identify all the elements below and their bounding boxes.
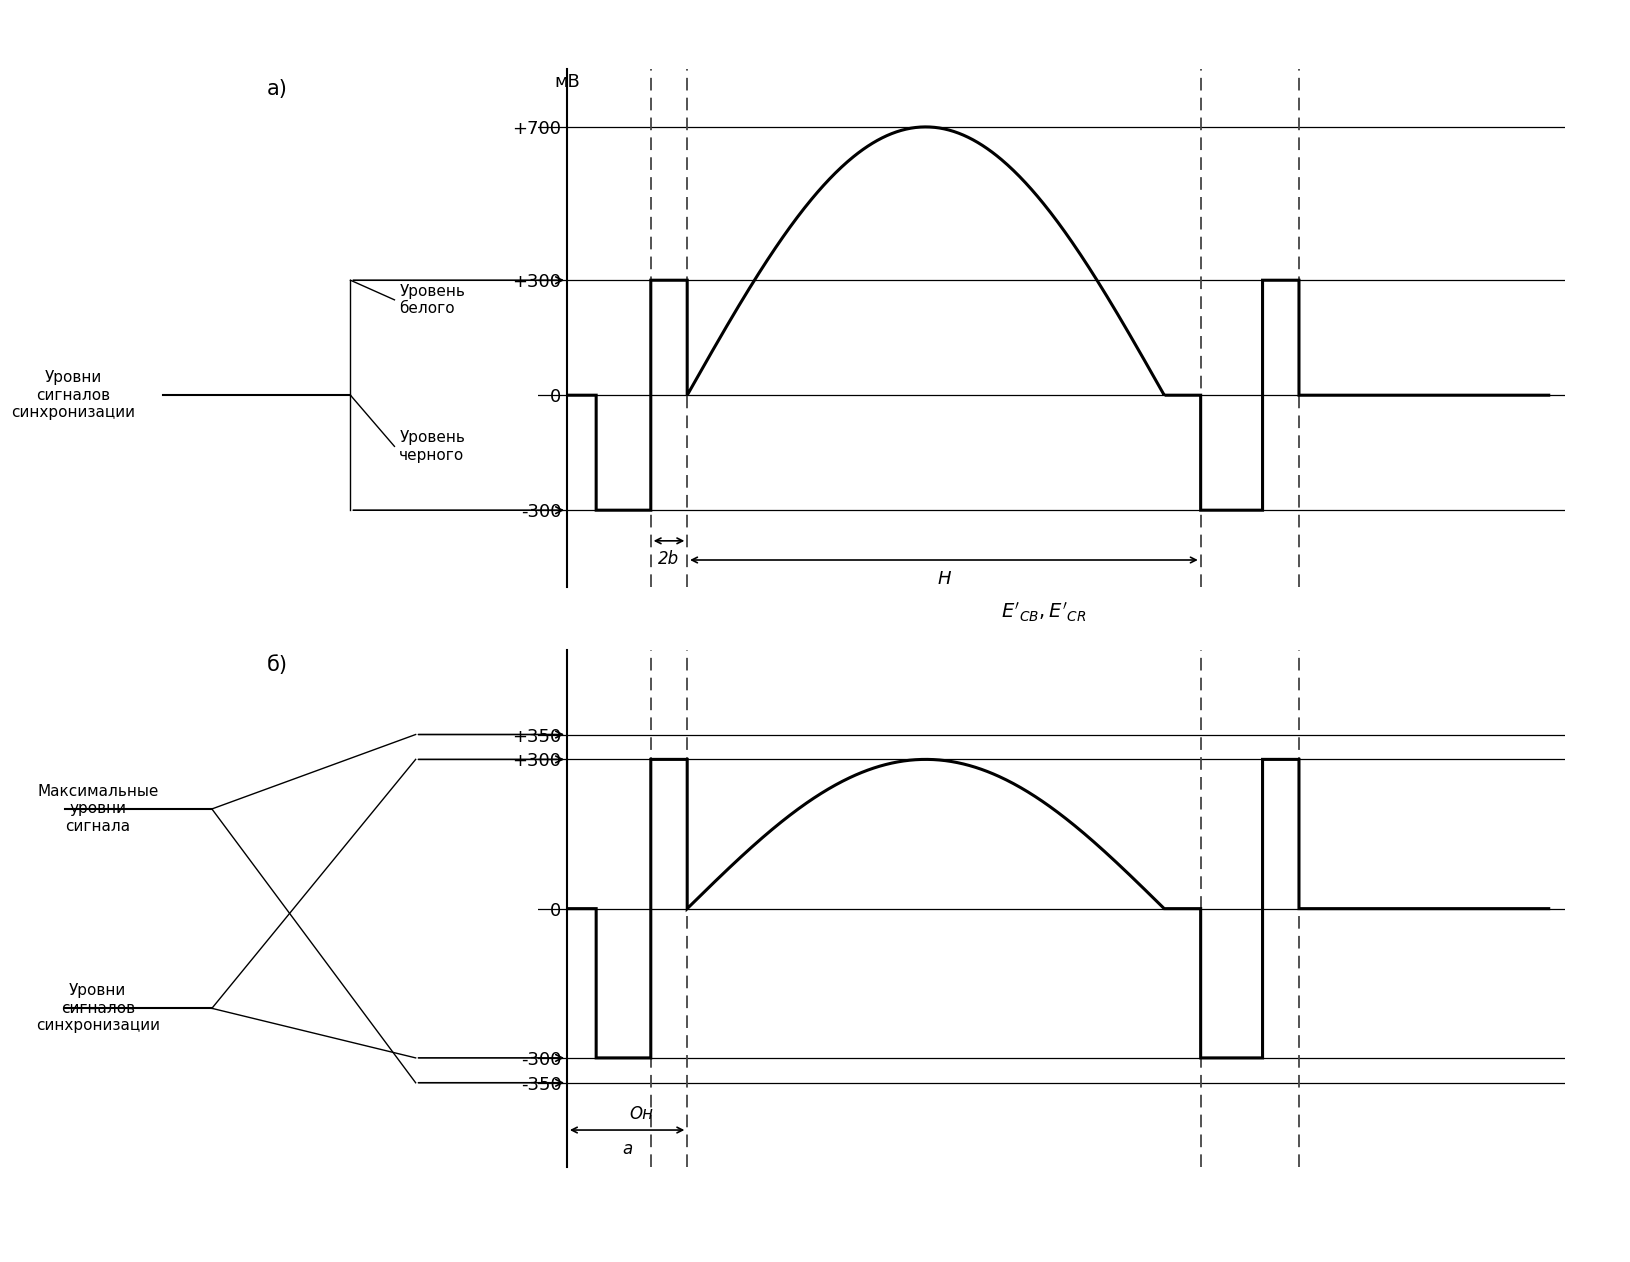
Text: Максимальные
уровни
сигнала: Максимальные уровни сигнала — [37, 784, 158, 834]
Text: а): а) — [267, 78, 287, 98]
Text: Уровни
сигналов
синхронизации: Уровни сигналов синхронизации — [11, 370, 135, 420]
Text: Уровень
черного: Уровень черного — [399, 430, 465, 463]
Text: a: a — [623, 1140, 632, 1159]
Text: Oн: Oн — [629, 1106, 654, 1123]
Text: H: H — [937, 569, 950, 588]
Text: Уровни
сигналов
синхронизации: Уровни сигналов синхронизации — [36, 983, 160, 1034]
Text: 2b: 2b — [659, 550, 680, 568]
Text: б): б) — [267, 655, 287, 675]
Text: мВ: мВ — [554, 73, 580, 91]
Text: Уровень
белого: Уровень белого — [399, 284, 465, 316]
Text: $E'_{CB},E'_{CR}$: $E'_{CB},E'_{CR}$ — [1001, 601, 1086, 623]
